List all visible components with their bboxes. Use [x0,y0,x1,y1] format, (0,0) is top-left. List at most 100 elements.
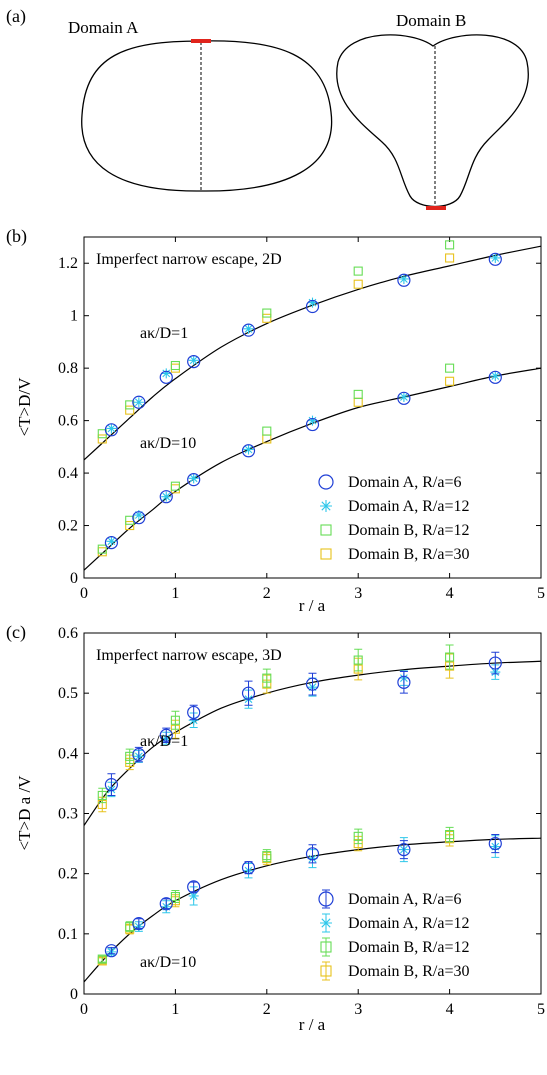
data-point [241,444,256,458]
legend-marker [318,474,334,490]
data-point [106,536,117,547]
panel-a-label: (a) [6,6,26,27]
data-point [170,481,180,491]
error-bar [244,680,253,706]
data-point [488,836,502,851]
data-point [104,778,119,792]
error-bar [162,727,171,744]
data-point [445,253,455,263]
x-tick-label: 4 [446,1001,454,1018]
theory-curve [83,245,542,461]
panel-b-chart: (b) 0 1 2 3 4 5 0 0.2 0.4 0.6 0.8 1 1.2 Imperfect na… [6,226,545,615]
data-point [353,266,363,276]
data-point [97,954,107,964]
data-point [445,240,455,250]
data-point [97,547,107,557]
data-point [241,861,256,875]
data-point [170,715,180,725]
data-point [170,360,180,371]
data-point [159,897,173,911]
y-tick-label: 1.2 [58,255,78,272]
data-point [488,252,502,266]
legend-marker [320,965,332,977]
error-bar [125,921,134,932]
x-tick-label: 1 [171,1001,179,1018]
data-point [188,890,199,901]
panel-b-title: Imperfect narrow escape, 2D [96,251,282,268]
data-point [161,368,172,379]
data-point [188,473,199,484]
data-point [132,747,146,762]
error-bar [98,787,107,804]
data-point [187,705,201,720]
data-point [490,371,501,382]
panel-b-annotation-k1: aκ/D=1 [140,325,188,342]
legend-marker [320,917,332,929]
data-point [104,423,119,437]
error-bar [171,710,180,730]
data-point [188,715,199,726]
data-point [104,944,119,958]
legend-marker [320,524,332,536]
data-point [125,520,135,531]
y-tick-label: 0.2 [58,518,78,535]
legend-error-bar [322,937,330,957]
data-point [488,370,502,384]
legend-marker [320,941,332,953]
data-point [104,535,119,550]
panel-c-ticks: 0 1 2 3 4 5 0 0.1 0.2 0.3 0.4 0.5 0.6 [58,625,545,1018]
domain-b-shape [336,34,529,208]
data-point [159,490,173,504]
x-tick-label: 5 [537,1001,545,1018]
data-point [398,273,409,284]
data-point [488,656,502,670]
error-bar [134,746,143,763]
panel-c-title: Imperfect narrow escape, 3D [96,647,282,664]
data-point [353,389,363,399]
panel-a: (a) Domain A Domain B [6,6,529,210]
error-bar [98,955,107,963]
data-point [187,880,201,894]
data-point [161,491,172,502]
panel-b-xlabel: r / a [299,596,326,615]
x-tick-label: 5 [537,585,545,602]
x-tick-label: 0 [80,585,88,602]
panel-b-annotation-k10: aκ/D=10 [140,435,196,452]
data-point [305,417,320,432]
panel-b-plot-frame [83,236,542,579]
data-point [397,273,411,287]
panel-c-xlabel: r / a [299,1015,326,1034]
error-bar [189,704,198,721]
x-tick-label: 0 [80,1001,88,1018]
data-point [353,397,363,407]
legend-marker [320,500,332,512]
data-point [307,415,318,426]
panel-b-label: (b) [6,226,27,247]
data-point [353,831,363,841]
legend-label: Domain B, R/a=30 [348,546,469,563]
error-bar [399,671,408,694]
data-point [445,363,455,373]
data-point [490,252,501,263]
legend-label: Domain B, R/a=30 [348,963,469,980]
theory-curve [83,367,542,571]
data-point [188,355,199,366]
data-point [445,830,455,840]
legend-label: Domain B, R/a=12 [348,939,469,956]
error-bar [125,748,134,765]
data-point [132,917,146,931]
x-tick-label: 2 [263,1001,271,1018]
data-point [187,473,201,487]
data-point [397,391,411,405]
panel-c-legend: Domain A, R/a=6 Domain A, R/a=12 Domain B,… [318,889,469,981]
data-point [398,392,409,403]
data-point [445,652,455,662]
data-point [262,426,272,436]
x-tick-label: 2 [263,585,271,602]
x-tick-label: 4 [446,585,454,602]
panel-c-data-markers [97,644,502,966]
data-point [305,847,320,861]
data-point [187,354,201,369]
data-point [353,655,363,665]
panel-b-theory-curves [83,245,542,571]
